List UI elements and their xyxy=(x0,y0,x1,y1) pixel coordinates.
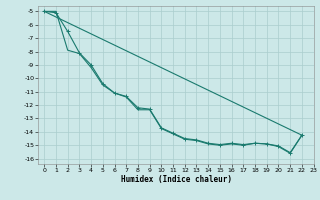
X-axis label: Humidex (Indice chaleur): Humidex (Indice chaleur) xyxy=(121,175,231,184)
